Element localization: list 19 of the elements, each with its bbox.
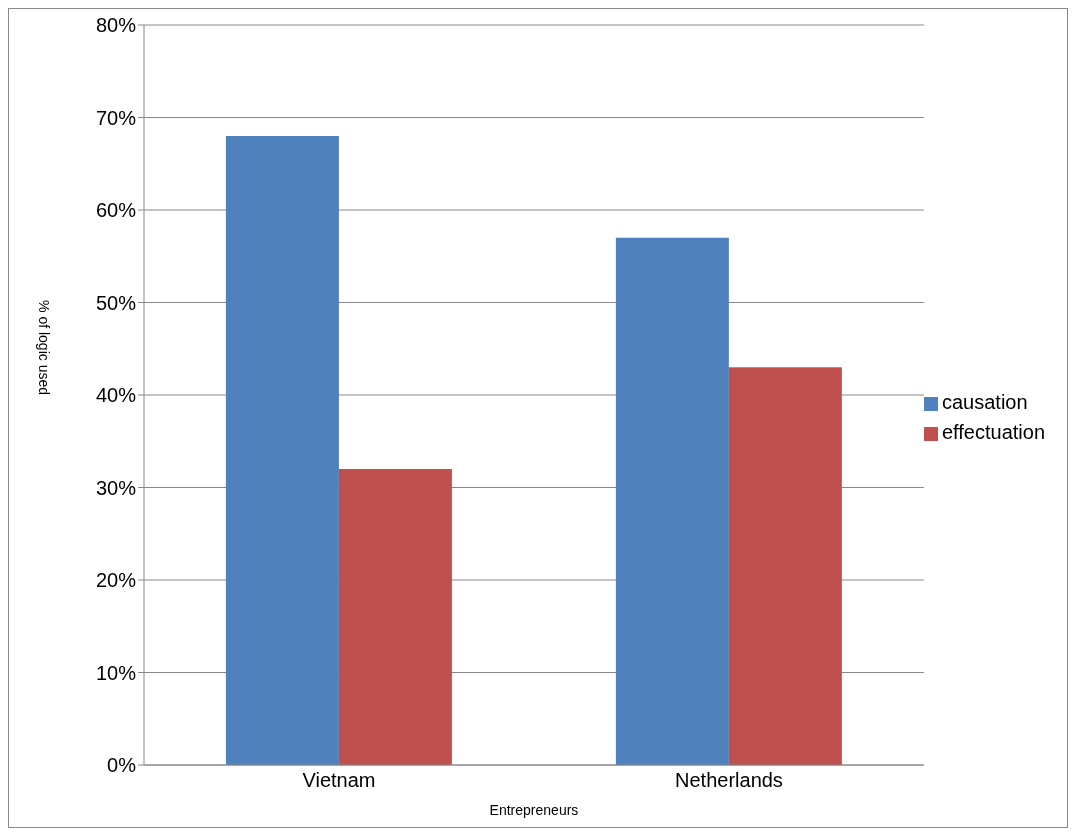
legend-label: causation [941, 391, 1028, 413]
y-tick-label: 0% [107, 754, 137, 777]
x-tick-label: Vietnam [302, 769, 376, 792]
legend-label: effectuation [941, 421, 1045, 443]
y-tick-label: 30% [95, 476, 137, 499]
bar [615, 237, 729, 765]
y-tick-label: 10% [95, 661, 137, 684]
x-tick-label: Netherlands [675, 769, 783, 792]
y-tick-label: 60% [95, 199, 137, 222]
y-axis-title: % of logic used [36, 300, 53, 395]
y-tick-label: 80% [95, 14, 137, 37]
y-tick-label: 70% [95, 106, 137, 129]
y-tick-label: 50% [95, 291, 137, 314]
x-axis-title: Entrepreneurs [489, 802, 579, 818]
bar [338, 469, 452, 765]
bar [225, 136, 339, 765]
bar [728, 367, 842, 765]
y-tick-label: 40% [95, 384, 137, 407]
y-tick-label: 20% [95, 569, 137, 592]
